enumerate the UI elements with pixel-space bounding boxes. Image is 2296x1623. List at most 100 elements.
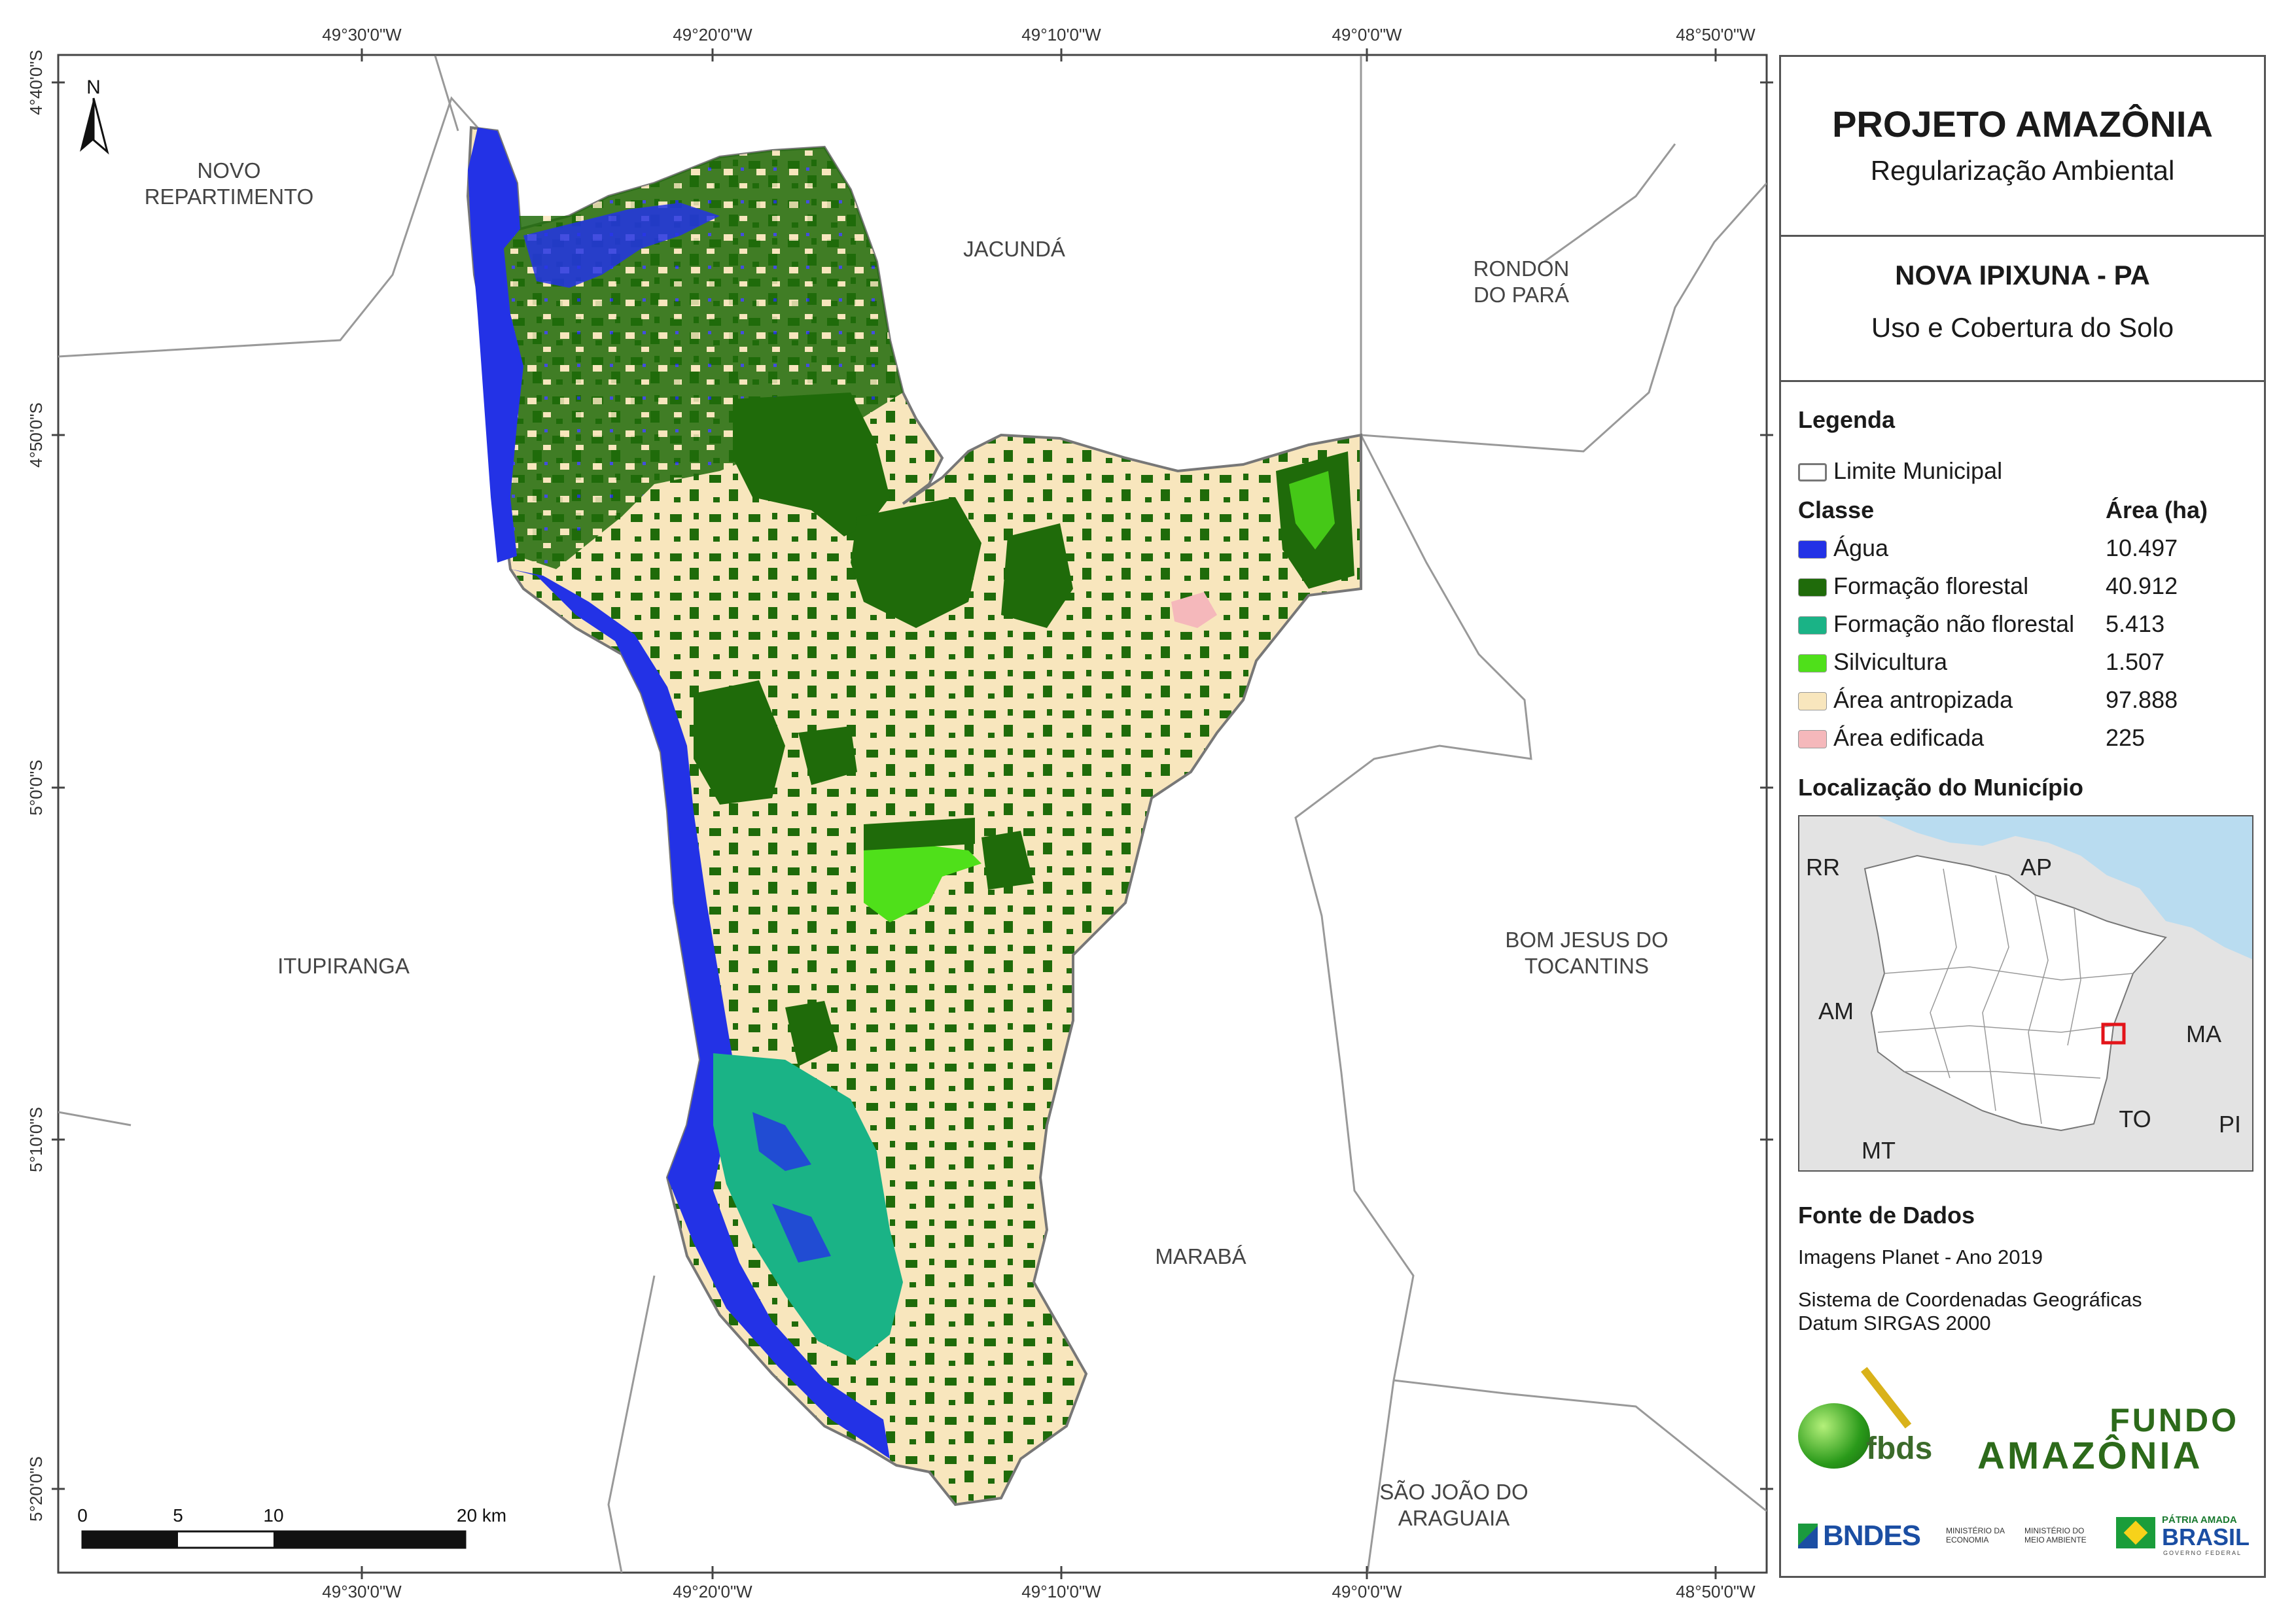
river-water <box>772 1204 831 1263</box>
bndes-logo-mark <box>1798 1524 1818 1548</box>
scale-tick-label: 0 <box>77 1505 88 1526</box>
neighbor-label: ITUPIRANGA <box>277 954 410 978</box>
state-label: AM <box>1818 998 1854 1024</box>
project-subtitle: Regularização Ambiental <box>1870 155 2175 186</box>
forest-block <box>1001 523 1073 628</box>
neighbor-label: NOVO <box>197 158 260 183</box>
reservoir-water <box>468 128 523 563</box>
ocean-water <box>1878 816 2252 960</box>
state-label: AP <box>2021 854 2052 881</box>
legend-boundary-label: Limite Municipal <box>1833 457 2003 484</box>
legend-row: Silvicultura 1.507 <box>1798 648 2256 681</box>
forest-block <box>694 680 785 805</box>
neighbor-label: BOM JESUS DO <box>1505 928 1668 952</box>
state-label: TO <box>2119 1106 2151 1132</box>
state-label: MT <box>1862 1137 1896 1164</box>
sources-imagery: Imagens Planet - Ano 2019 <box>1798 1246 2043 1268</box>
location-title: Localização do Município <box>1798 774 2084 801</box>
state-label: PI <box>2219 1111 2241 1138</box>
lon-label: 49°0'0"W <box>1332 1582 1402 1601</box>
brasil-flag-icon <box>2116 1517 2155 1548</box>
scale-tick-label: 20 km <box>457 1505 506 1526</box>
legend-class-label: Água <box>1833 534 1889 561</box>
river-water <box>752 1112 811 1171</box>
lon-label: 49°30'0"W <box>322 1582 402 1601</box>
lon-label: 49°20'0"W <box>673 1582 752 1601</box>
lon-label: 49°0'0"W <box>1332 25 1402 44</box>
panel-divider <box>1781 380 2264 382</box>
bndes-logo: BNDES <box>1798 1520 1921 1552</box>
municipality-location-marker <box>2101 1022 2126 1045</box>
legend-class-label: Formação não florestal <box>1833 610 2075 637</box>
north-arrow-label: N <box>86 77 101 98</box>
patria-amada-brasil-logo: PÁTRIA AMADA BRASIL GOVERNO FEDERAL <box>2116 1512 2251 1558</box>
lon-label: 48°50'0"W <box>1676 25 1756 44</box>
neighbor-labels: NOVO REPARTIMENTO JACUNDÁ RONDON DO PARÁ… <box>145 158 1669 1530</box>
scale-bar-segment <box>82 1531 178 1548</box>
lon-label: 49°20'0"W <box>673 25 752 44</box>
neighbor-label: SÃO JOÃO DO <box>1379 1480 1528 1504</box>
north-arrow-icon <box>92 97 109 155</box>
legend-row: Água 10.497 <box>1798 534 2256 567</box>
legend-class-label: Área edificada <box>1833 724 1985 751</box>
legend-class-label: Formação florestal <box>1833 572 2029 599</box>
legend-swatch <box>1798 692 1827 710</box>
fbds-logo-stroke <box>1861 1367 1912 1429</box>
legend-boundary-row: Limite Municipal <box>1798 457 2256 490</box>
legend-swatch <box>1798 578 1827 597</box>
forest-block <box>981 831 1034 890</box>
lat-label: 4°40'0"S <box>26 50 46 115</box>
municipality-title: NOVA IPIXUNA - PA <box>1895 260 2150 290</box>
legend-class-header: Classe <box>1798 497 1875 523</box>
forest-block <box>785 1001 838 1066</box>
north-arrow-icon <box>80 98 94 152</box>
fbds-logo: fbds <box>1798 1367 1949 1470</box>
legend-title: Legenda <box>1798 406 1896 433</box>
lon-label: 49°10'0"W <box>1021 1582 1101 1601</box>
legend-swatch <box>1798 730 1827 748</box>
lat-label: 4°50'0"S <box>26 402 46 468</box>
patria-logo-line3: GOVERNO FEDERAL <box>2163 1550 2242 1556</box>
lat-label: 5°20'0"S <box>26 1456 46 1522</box>
legend-class-area: 1.507 <box>2106 648 2165 675</box>
brasil-flag-diamond <box>2123 1520 2148 1545</box>
river-water <box>510 569 890 1459</box>
lon-label: 49°10'0"W <box>1021 25 1101 44</box>
forest-block <box>851 497 981 628</box>
scale-tick-label: 5 <box>173 1505 183 1526</box>
legend-row: Formação florestal 40.912 <box>1798 572 2256 605</box>
bndes-logo-text: BNDES <box>1823 1520 1921 1552</box>
patria-logo-line2: BRASIL <box>2162 1524 2250 1550</box>
map-theme: Uso e Cobertura do Solo <box>1871 312 2174 343</box>
fbds-logo-text: fbds <box>1866 1431 1933 1466</box>
sources-crs-line1: Sistema de Coordenadas Geográficas <box>1798 1288 2142 1311</box>
legend-class-area: 225 <box>2106 724 2146 751</box>
ministerio-economia-logo: MINISTÉRIO DA ECONOMIA <box>1946 1526 2005 1544</box>
project-title: PROJETO AMAZÔNIA <box>1832 103 2213 145</box>
sources-crs-line2: Datum SIRGAS 2000 <box>1798 1312 1991 1335</box>
scale-bar: 0 5 10 20 km <box>77 1505 506 1549</box>
neighbor-label: TOCANTINS <box>1525 954 1649 978</box>
fbds-logo-sphere <box>1798 1403 1870 1469</box>
graticule-ticks <box>52 48 1773 1579</box>
bottom-longitude-labels: 49°30'0"W 49°20'0"W 49°10'0"W 49°0'0"W 4… <box>322 1582 1756 1601</box>
neighbor-label: MARABÁ <box>1155 1244 1246 1268</box>
forest-block <box>798 726 857 785</box>
fundo-logo-line1: FUNDO <box>2110 1402 2239 1439</box>
scale-bar-segment <box>274 1531 465 1548</box>
top-longitude-labels: 49°30'0"W 49°20'0"W 49°10'0"W 49°0'0"W 4… <box>322 25 1756 44</box>
silviculture-area <box>1289 471 1335 550</box>
neighbor-label: ARAGUAIA <box>1398 1506 1510 1530</box>
lon-label: 49°30'0"W <box>322 25 402 44</box>
neighbor-label: REPARTIMENTO <box>145 184 314 209</box>
legend-class-label: Área antropizada <box>1833 686 2013 713</box>
legend-swatch <box>1798 540 1827 559</box>
legend-row: Área antropizada 97.888 <box>1798 686 2256 719</box>
sources-title: Fonte de Dados <box>1798 1202 1975 1229</box>
scale-tick-label: 10 <box>263 1505 283 1526</box>
lon-label: 48°50'0"W <box>1676 1582 1756 1601</box>
map-info-panel: PROJETO AMAZÔNIA Regularização Ambiental… <box>1779 55 2266 1578</box>
legend-swatch <box>1798 654 1827 672</box>
lat-label: 5°10'0"S <box>26 1107 46 1172</box>
